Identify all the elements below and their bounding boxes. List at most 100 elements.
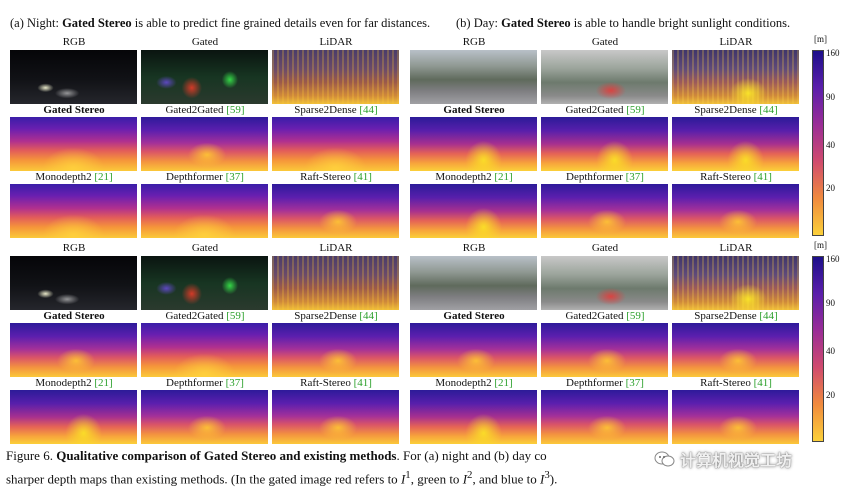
label-text: Sparse2Dense bbox=[294, 310, 357, 322]
label-text: Raft-Stereo bbox=[300, 171, 351, 183]
label-raftstereo-day1: Raft-Stereo [41] bbox=[672, 171, 800, 183]
citation: [44] bbox=[359, 310, 378, 322]
citation: [44] bbox=[359, 104, 378, 116]
label-lidar-night1: LiDAR bbox=[319, 36, 353, 48]
image-lidar-night1 bbox=[272, 50, 399, 104]
label-raftstereo-night2: Raft-Stereo [41] bbox=[272, 377, 400, 389]
depth-depthformer-day2 bbox=[541, 390, 668, 444]
label-sparse2dense-night1: Sparse2Dense [44] bbox=[272, 104, 400, 116]
citation: [41] bbox=[753, 377, 772, 389]
label-gated2gated-day2: Gated2Gated [59] bbox=[541, 310, 669, 322]
label-depthformer-day2: Depthformer [37] bbox=[541, 377, 669, 389]
label-gated-stereo-night1: Gated Stereo bbox=[43, 104, 105, 116]
colorbar-tick-160-bottom: 160 bbox=[826, 254, 840, 264]
colorbar-bottom bbox=[812, 256, 824, 442]
image-rgb-night2 bbox=[10, 256, 137, 310]
label-gated-night2: Gated bbox=[191, 242, 219, 254]
label-rgb-day2: RGB bbox=[462, 242, 486, 254]
depth-raftstereo-day2 bbox=[672, 390, 799, 444]
citation: [59] bbox=[626, 104, 645, 116]
label-text: Depthformer bbox=[166, 171, 223, 183]
label-gated2gated-day1: Gated2Gated [59] bbox=[541, 104, 669, 116]
caption-bold: Qualitative comparison of Gated Stereo a… bbox=[56, 448, 397, 463]
wechat-icon bbox=[654, 451, 675, 467]
caption-text-a: sharper depth maps than existing methods… bbox=[6, 471, 401, 487]
depth-sparse2dense-day2 bbox=[672, 323, 799, 377]
label-text: Gated2Gated bbox=[565, 310, 624, 322]
citation: [59] bbox=[626, 310, 645, 322]
caption-text-c: , and blue to bbox=[472, 471, 540, 487]
citation: [41] bbox=[753, 171, 772, 183]
sup-3: 3 bbox=[544, 469, 550, 481]
label-sparse2dense-day1: Sparse2Dense [44] bbox=[672, 104, 800, 116]
colorbar-unit-top: [m] bbox=[814, 34, 827, 44]
label-text: Depthformer bbox=[166, 377, 223, 389]
colorbar-tick-40-top: 40 bbox=[826, 140, 835, 150]
image-rgb-day2 bbox=[410, 256, 537, 310]
image-gated-day2 bbox=[541, 256, 668, 310]
label-lidar-day2: LiDAR bbox=[719, 242, 753, 254]
depth-depthformer-night2 bbox=[141, 390, 268, 444]
label-text: Monodepth2 bbox=[35, 377, 92, 389]
label-text: Raft-Stereo bbox=[700, 171, 751, 183]
depth-gated-stereo-night2 bbox=[10, 323, 137, 377]
colorbar-tick-20-top: 20 bbox=[826, 183, 835, 193]
image-rgb-night1 bbox=[10, 50, 137, 104]
citation: [37] bbox=[225, 171, 244, 183]
label-rgb-night1: RGB bbox=[62, 36, 86, 48]
image-gated-night2 bbox=[141, 256, 268, 310]
colorbar-tick-90-top: 90 bbox=[826, 92, 835, 102]
label-text: Monodepth2 bbox=[435, 171, 492, 183]
citation: [21] bbox=[494, 171, 513, 183]
caption-text-b: , green to bbox=[410, 471, 463, 487]
caption-rest: . For (a) night and (b) day co bbox=[396, 448, 547, 463]
colorbar-unit-bottom: [m] bbox=[814, 240, 827, 250]
panel-b-bold: Gated Stereo bbox=[501, 16, 571, 30]
label-monodepth2-night2: Monodepth2 [21] bbox=[10, 377, 138, 389]
watermark: 计算机视觉工坊 bbox=[680, 451, 793, 470]
label-depthformer-night1: Depthformer [37] bbox=[141, 171, 269, 183]
label-text: Gated2Gated bbox=[565, 104, 624, 116]
label-text: Monodepth2 bbox=[35, 171, 92, 183]
image-lidar-day1 bbox=[672, 50, 799, 104]
depth-sparse2dense-night2 bbox=[272, 323, 399, 377]
label-text: Gated2Gated bbox=[165, 104, 224, 116]
panel-b-prefix: (b) Day: bbox=[456, 16, 502, 30]
panel-a-title: (a) Night: Gated Stereo is able to predi… bbox=[10, 16, 430, 31]
label-gated-stereo-night2: Gated Stereo bbox=[43, 310, 105, 322]
label-sparse2dense-night2: Sparse2Dense [44] bbox=[272, 310, 400, 322]
label-raftstereo-day2: Raft-Stereo [41] bbox=[672, 377, 800, 389]
label-lidar-night2: LiDAR bbox=[319, 242, 353, 254]
depth-sparse2dense-day1 bbox=[672, 117, 799, 171]
label-text: Sparse2Dense bbox=[694, 310, 757, 322]
panel-a-prefix: (a) Night: bbox=[10, 16, 63, 30]
citation: [44] bbox=[759, 310, 778, 322]
label-monodepth2-day2: Monodepth2 [21] bbox=[410, 377, 538, 389]
depth-depthformer-night1 bbox=[141, 184, 268, 238]
citation: [59] bbox=[226, 104, 245, 116]
depth-raftstereo-night1 bbox=[272, 184, 399, 238]
label-text: Monodepth2 bbox=[435, 377, 492, 389]
citation: [21] bbox=[94, 377, 113, 389]
panel-a-rest: is able to predict fine grained details … bbox=[131, 16, 431, 30]
depth-gated-stereo-day2 bbox=[410, 323, 537, 377]
citation: [44] bbox=[759, 104, 778, 116]
depth-gated-stereo-night1 bbox=[10, 117, 137, 171]
panel-a-bold: Gated Stereo bbox=[62, 16, 132, 30]
depth-gated2gated-night1 bbox=[141, 117, 268, 171]
figure-number: Figure 6. bbox=[6, 448, 53, 463]
symbol-I: I bbox=[400, 471, 406, 487]
label-gated-day1: Gated bbox=[591, 36, 619, 48]
citation: [59] bbox=[226, 310, 245, 322]
colorbar-tick-40-bottom: 40 bbox=[826, 346, 835, 356]
depth-monodepth2-night1 bbox=[10, 184, 137, 238]
sup-2: 2 bbox=[467, 469, 473, 481]
label-sparse2dense-day2: Sparse2Dense [44] bbox=[672, 310, 800, 322]
label-depthformer-day1: Depthformer [37] bbox=[541, 171, 669, 183]
caption-text-d: ). bbox=[549, 471, 558, 487]
depth-raftstereo-night2 bbox=[272, 390, 399, 444]
caption-line-1: Figure 6. Qualitative comparison of Gate… bbox=[6, 446, 547, 465]
citation: [41] bbox=[353, 171, 372, 183]
label-gated2gated-night2: Gated2Gated [59] bbox=[141, 310, 269, 322]
symbol-I: I bbox=[539, 471, 545, 487]
